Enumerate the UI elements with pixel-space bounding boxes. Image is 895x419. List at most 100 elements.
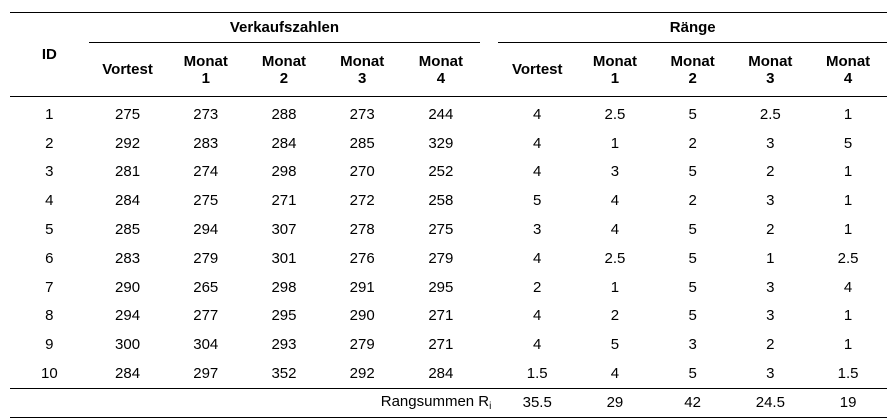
cell-rank: 5 [688, 105, 697, 123]
cell-id: 6 [45, 249, 54, 267]
sales-col-header-3: Monat 2 [245, 42, 323, 97]
cell-sales: 279 [193, 249, 219, 267]
cell-rank: 1 [610, 278, 620, 296]
cell-id: 4 [45, 192, 54, 210]
rank-col-header-text: Monat [748, 52, 793, 70]
rank-sum-subscript: i [489, 401, 492, 413]
cell-sales: 279 [428, 249, 454, 267]
sales-col-header-text: Monat [183, 52, 228, 70]
table-row: 3 281 274 298 270 252 4 3 5 2 1 [10, 158, 887, 187]
cell-rank: 5 [610, 336, 620, 354]
cell-rank-sum: 24.5 [731, 387, 810, 418]
cell-sales: 304 [193, 336, 219, 354]
cell-rank: 5 [688, 365, 697, 383]
rank-col-header-3: Monat 2 [653, 42, 732, 97]
cell-sales: 300 [115, 336, 141, 354]
cell-sales: 265 [193, 278, 219, 296]
cell-sales: 258 [428, 192, 454, 210]
cell-id: 7 [45, 278, 54, 296]
table-row: 2 292 283 284 285 329 4 1 2 3 5 [10, 129, 887, 158]
cell-rank: 4 [533, 336, 542, 354]
cell-rank: 1.5 [526, 365, 548, 383]
cell-sales: 291 [349, 278, 375, 296]
sales-col-header-text: Monat [418, 52, 463, 70]
rank-col-header-2: Monat 1 [576, 42, 654, 97]
cell-rank: 2 [766, 221, 775, 239]
cell-rank: 3 [688, 336, 697, 354]
sales-col-header-1: Vortest [88, 42, 167, 97]
sales-col-header-text: 1 [201, 69, 210, 87]
table-row: 9 300 304 293 279 271 4 5 3 2 1 [10, 330, 887, 359]
cell-rank-sum: 35.5 [498, 387, 577, 418]
cell-rank: 5 [843, 134, 853, 152]
cell-rank: 1 [843, 336, 853, 354]
rank-sum-label-text: Rangsummen R [380, 393, 490, 411]
cell-sales: 298 [271, 163, 297, 181]
cell-sales: 277 [193, 307, 219, 325]
cell-sales: 273 [193, 105, 219, 123]
cell-id: 9 [45, 336, 54, 354]
rank-col-header-text: 3 [766, 69, 775, 87]
cell-rank: 4 [610, 192, 620, 210]
cell-sales: 284 [115, 192, 141, 210]
rank-col-header-text: Vortest [511, 61, 563, 78]
rank-sum-row: Rangsummen Ri 35.5 29 42 24.5 19 [10, 387, 887, 418]
cell-rank: 1 [843, 221, 853, 239]
cell-rank: 2 [610, 307, 620, 325]
cell-sales: 294 [115, 307, 141, 325]
cell-rank-sum: 19 [809, 387, 887, 418]
cell-sales: 352 [271, 365, 297, 383]
cell-sales: 274 [193, 163, 219, 181]
cell-rank: 3 [533, 221, 542, 239]
cell-rank: 5 [533, 192, 542, 210]
cell-sales: 298 [271, 278, 297, 296]
sales-col-header-4: Monat 3 [322, 42, 402, 97]
cell-sales: 284 [271, 134, 297, 152]
cell-sales: 285 [349, 134, 375, 152]
cell-id: 2 [45, 134, 54, 152]
cell-rank: 3 [610, 163, 620, 181]
cell-sales: 275 [115, 105, 141, 123]
rank-col-header-5: Monat 4 [809, 42, 887, 97]
cell-sales: 295 [428, 278, 454, 296]
cell-rank-sum: 42 [653, 387, 732, 418]
cell-rank: 3 [766, 134, 775, 152]
cell-sales: 293 [271, 336, 297, 354]
cell-sales: 279 [349, 336, 375, 354]
cell-rank: 4 [533, 249, 542, 267]
cell-sales: 329 [428, 134, 454, 152]
cell-rank: 1 [843, 192, 853, 210]
cell-rank: 4 [533, 163, 542, 181]
cell-sales: 284 [428, 365, 454, 383]
rank-col-header-text: 4 [843, 69, 853, 87]
cell-rank: 2 [533, 278, 542, 296]
table-row: 1 275 273 288 273 244 4 2.5 5 2.5 1 [10, 97, 887, 129]
cell-sales: 271 [428, 307, 454, 325]
rank-col-header-1: Vortest [498, 42, 577, 97]
sales-col-header-text: 3 [357, 69, 367, 87]
cell-sales: 292 [115, 134, 141, 152]
cell-rank: 2 [766, 163, 775, 181]
cell-sales: 275 [428, 221, 454, 239]
sales-col-header-text: Vortest [102, 61, 153, 78]
table-row: 7 290 265 298 291 295 2 1 5 3 4 [10, 273, 887, 302]
cell-sales: 284 [115, 365, 141, 383]
group-header-row: ID Verkaufszahlen Ränge [10, 12, 887, 97]
cell-sales: 290 [349, 307, 375, 325]
cell-rank: 5 [688, 249, 697, 267]
cell-rank: 2 [766, 336, 775, 354]
cell-rank: 1 [843, 163, 853, 181]
cell-id: 3 [45, 163, 54, 181]
cell-rank: 4 [610, 221, 620, 239]
rank-sum-label: Rangsummen Ri [10, 387, 499, 418]
cell-rank: 2.5 [604, 249, 626, 267]
cell-rank: 3 [766, 365, 775, 383]
cell-sales: 292 [349, 365, 375, 383]
cell-sales: 244 [428, 105, 454, 123]
cell-rank: 2.5 [837, 249, 859, 267]
cell-id: 1 [45, 105, 54, 123]
cell-sales: 283 [115, 249, 141, 267]
table-row: 5 285 294 307 278 275 3 4 5 2 1 [10, 215, 887, 244]
table-row: 6 283 279 301 276 279 4 2.5 5 1 2.5 [10, 244, 887, 273]
cell-rank-sum: 29 [576, 387, 654, 418]
